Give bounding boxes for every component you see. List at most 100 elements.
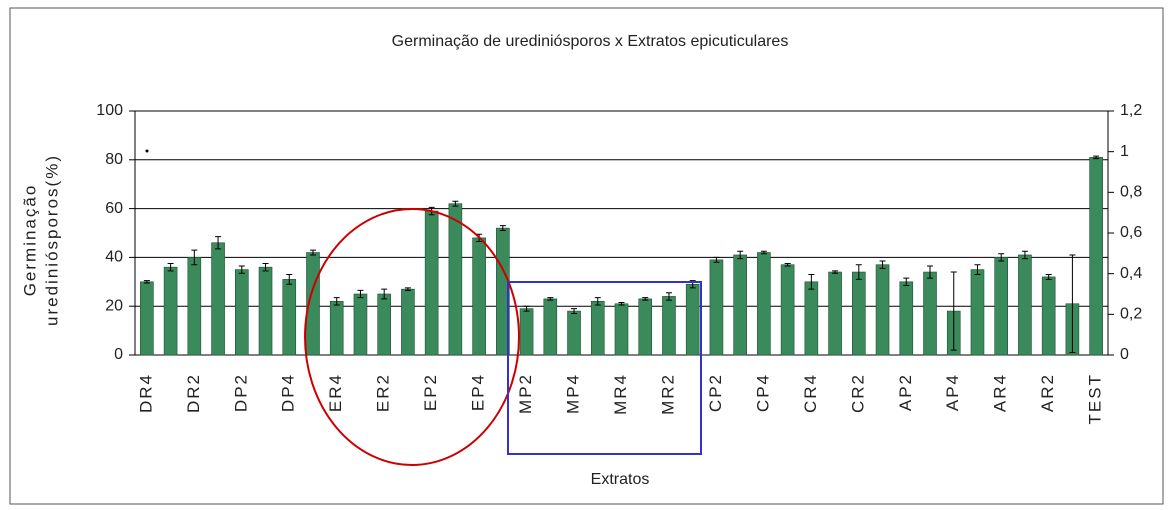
error-bar [547,297,554,301]
error-bar [404,287,411,291]
x-tick-label: AP2 [896,373,915,411]
error-bar [1021,250,1028,260]
x-tick-label: AP4 [943,373,962,411]
x-tick-label: MP4 [564,373,583,414]
error-bar [784,263,791,267]
error-bar [903,277,910,286]
error-bar [855,264,862,280]
bar [1018,254,1032,356]
bar [1041,276,1056,356]
error-bar [167,263,174,272]
y-tick-label: 80 [105,151,123,168]
highlight-ellipse [304,208,520,466]
bar [401,288,415,356]
bar [757,252,771,356]
error-bar [452,200,459,207]
y-tick-label: 40 [105,249,123,266]
chart-title: Germinação de urediniósporos x Extratos … [392,33,789,50]
bar [733,254,747,356]
bar [638,298,653,356]
x-tick-label: DP4 [279,373,298,412]
x-tick-label: TEST [1086,373,1105,424]
y-axis-label: Germinação [20,184,39,297]
x-tick-label: DR4 [136,373,155,413]
chart-border [9,7,1164,505]
y-tick-label: 20 [105,297,123,314]
bar [329,301,344,356]
error-bar [998,253,1005,262]
error-bar [262,263,269,272]
bar [377,293,391,356]
bar [163,266,178,356]
error-bar [832,270,839,274]
y2-tick-label: 0,6 [1120,224,1142,241]
error-bar [499,225,506,232]
error-bar [618,302,625,306]
error-bar [665,292,672,301]
x-tick-label: CR2 [848,373,867,413]
bar [994,257,1009,356]
x-tick-label: MP2 [516,373,535,414]
error-bar [238,265,245,274]
error-bar [523,305,530,312]
x-tick-label: ER2 [374,373,393,412]
bar [804,281,819,356]
error-bar [333,297,340,306]
bar [590,301,605,356]
x-tick-label: DP2 [231,373,250,412]
error-bar [143,280,150,284]
bar [709,259,724,356]
error-bar [1069,254,1076,354]
error-bar [808,273,815,290]
bar [780,264,795,356]
x-tick-label: CP4 [753,373,772,412]
error-bar [737,250,744,260]
error-bar [927,265,934,279]
bar [187,257,202,356]
bar [519,308,534,356]
bar [614,303,629,356]
x-axis-label: Extratos [591,471,650,488]
bar [211,242,225,356]
error-bar [1045,273,1052,280]
bar [424,210,439,356]
error-bar [381,288,388,300]
error-bar [879,260,886,269]
error-bar [950,271,957,351]
bar [234,269,249,356]
y2-tick-label: 1 [1120,143,1129,160]
y-tick-label: 60 [105,200,123,217]
bar [448,203,463,356]
x-tick-label: EP4 [469,373,488,411]
y-tick-label: 100 [96,102,123,119]
bar [828,271,842,356]
bar [899,281,914,356]
error-bar [642,297,649,301]
error-bar [215,236,222,250]
y-axis-label: urediniósporos(%) [42,154,61,326]
bar [1089,157,1103,356]
bar [472,237,486,356]
bar [140,281,154,356]
bar [970,269,985,356]
bar [353,293,368,356]
y-tick-label: 0 [114,346,123,363]
error-bar [286,273,293,285]
y2-tick-label: 0,2 [1120,306,1142,323]
bar [543,298,558,356]
error-bar [191,249,198,266]
error-bar [357,289,364,299]
error-bar [713,256,720,263]
bar [662,296,676,356]
y2-tick-label: 0,8 [1120,184,1142,201]
plot: 0 20 40 60 80 100 0 0,2 0,4 0,6 0,8 1 1,2 DR4 DR2 DP2 DP… [96,102,1142,424]
bar [258,266,273,356]
y2-tick-label: 1,2 [1120,102,1142,119]
x-tick-label: ER4 [326,373,345,412]
x-tick-label: EP2 [421,373,440,411]
error-bar [760,250,767,255]
error-bar [974,264,981,275]
bar [875,264,890,356]
bar [282,279,297,356]
